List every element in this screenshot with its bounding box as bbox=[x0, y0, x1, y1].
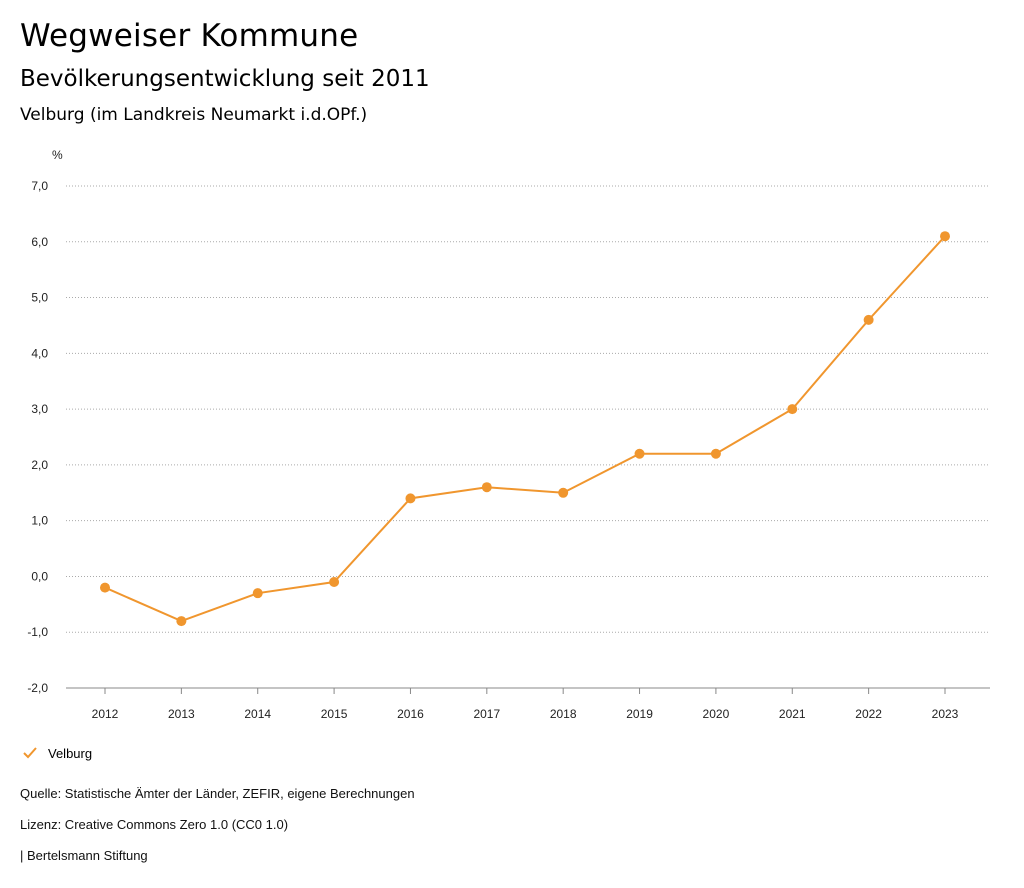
data-point[interactable] bbox=[252, 588, 263, 599]
x-tick-label: 2023 bbox=[932, 707, 959, 721]
y-tick-label: 5,0 bbox=[31, 291, 48, 305]
y-tick-label: 3,0 bbox=[31, 402, 48, 416]
data-point[interactable] bbox=[787, 404, 798, 415]
x-tick-label: 2018 bbox=[550, 707, 577, 721]
y-tick-label: 2,0 bbox=[31, 458, 48, 472]
legend-label: Velburg bbox=[48, 745, 93, 761]
x-tick-label: 2021 bbox=[779, 707, 806, 721]
series-line bbox=[104, 235, 946, 623]
page-title: Wegweiser Kommune bbox=[20, 18, 359, 54]
data-point[interactable] bbox=[710, 448, 721, 459]
data-point[interactable] bbox=[481, 482, 492, 493]
legend[interactable]: Velburg bbox=[22, 745, 92, 761]
x-tick-label: 2012 bbox=[92, 707, 119, 721]
y-tick-label: 6,0 bbox=[31, 235, 48, 249]
y-tick-label: 0,0 bbox=[31, 569, 48, 583]
x-tick-label: 2022 bbox=[855, 707, 882, 721]
data-point[interactable] bbox=[940, 231, 950, 242]
x-tick-label: 2013 bbox=[168, 707, 195, 721]
data-point[interactable] bbox=[863, 314, 874, 325]
data-point[interactable] bbox=[176, 616, 187, 627]
data-point[interactable] bbox=[558, 487, 569, 498]
x-tick-label: 2015 bbox=[321, 707, 348, 721]
region-title: Velburg (im Landkreis Neumarkt i.d.OPf.) bbox=[20, 105, 368, 125]
y-tick-label: 1,0 bbox=[31, 514, 48, 528]
y-axis-unit: % bbox=[52, 148, 63, 162]
chart-subtitle: Bevölkerungsentwicklung seit 2011 bbox=[20, 66, 430, 92]
x-tick-label: 2017 bbox=[473, 707, 500, 721]
x-tick-label: 2019 bbox=[626, 707, 653, 721]
y-tick-label: -2,0 bbox=[27, 681, 48, 695]
x-tick-label: 2014 bbox=[244, 707, 271, 721]
x-tick-label: 2016 bbox=[397, 707, 424, 721]
data-point[interactable] bbox=[405, 493, 416, 504]
data-point[interactable] bbox=[329, 577, 340, 588]
x-tick-label: 2020 bbox=[703, 707, 730, 721]
source-note: Quelle: Statistische Ämter der Länder, Z… bbox=[20, 786, 415, 801]
brand-note: | Bertelsmann Stiftung bbox=[20, 848, 148, 863]
y-tick-label: 7,0 bbox=[31, 179, 48, 193]
y-tick-label: 4,0 bbox=[31, 346, 48, 360]
data-point[interactable] bbox=[100, 582, 110, 593]
y-tick-label: -1,0 bbox=[27, 625, 48, 639]
check-icon bbox=[22, 745, 38, 761]
license-note: Lizenz: Creative Commons Zero 1.0 (CC0 1… bbox=[20, 817, 289, 832]
data-point[interactable] bbox=[634, 448, 645, 459]
line-chart: % 7,0 6,0 5,0 4,0 3,0 2,0 1,0 0,0 -1,0 -2,0 2012 2… bbox=[27, 148, 990, 721]
